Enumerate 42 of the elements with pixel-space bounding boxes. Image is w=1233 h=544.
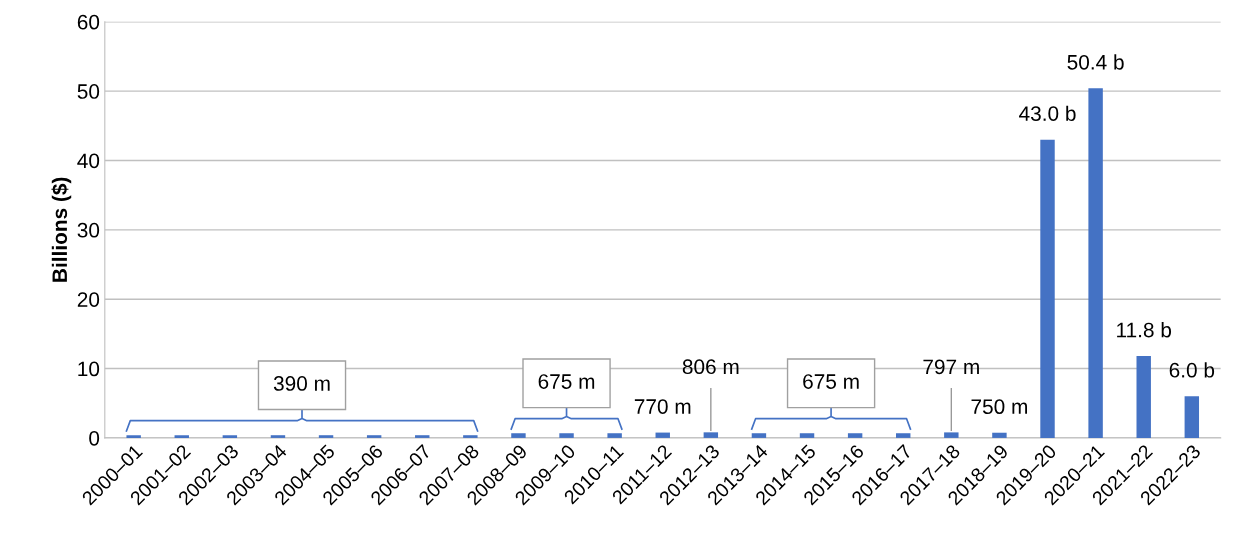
y-tick-label: 50	[77, 84, 100, 99]
annotation: 750 m	[971, 399, 1027, 415]
bar	[944, 432, 959, 438]
bar	[174, 435, 189, 438]
y-tick-label: 10	[78, 361, 100, 377]
bar	[463, 435, 478, 438]
bar	[751, 433, 767, 438]
bar	[607, 433, 622, 438]
data-label: 11.8 b	[1117, 322, 1172, 338]
bar	[222, 435, 238, 438]
y-tick-label: 30	[77, 222, 100, 238]
annotation: 797 m	[923, 359, 979, 375]
bar	[559, 433, 574, 438]
bar	[270, 435, 286, 438]
bar	[1040, 139, 1055, 438]
data-label: 6.0 b	[1169, 362, 1215, 378]
annotation: 806 m	[682, 359, 739, 375]
y-axis-title: Billions ($)	[51, 177, 72, 282]
bar	[318, 435, 334, 438]
y-tick-label: 60	[77, 14, 100, 30]
bar	[992, 432, 1007, 438]
data-label: 43.0 b	[1019, 105, 1076, 121]
y-tick-label: 40	[77, 153, 100, 169]
y-tick-label: 0	[89, 430, 100, 446]
data-label: 50.4 b	[1067, 54, 1124, 70]
annotation: 770 m	[634, 399, 691, 414]
bar	[1088, 88, 1103, 438]
annotation: 390 m	[273, 376, 330, 391]
bar	[126, 435, 141, 438]
bar	[655, 432, 670, 438]
bar	[896, 433, 911, 438]
bar	[1184, 396, 1200, 438]
bar	[511, 433, 526, 438]
bar	[847, 433, 863, 438]
annotation: 675 m	[803, 374, 859, 389]
bar	[799, 433, 815, 438]
y-tick-label: 20	[77, 292, 100, 307]
bar	[703, 432, 719, 438]
annotation: 675 m	[538, 374, 595, 389]
bar	[366, 435, 382, 438]
bar	[415, 435, 430, 438]
bar	[1136, 356, 1151, 438]
